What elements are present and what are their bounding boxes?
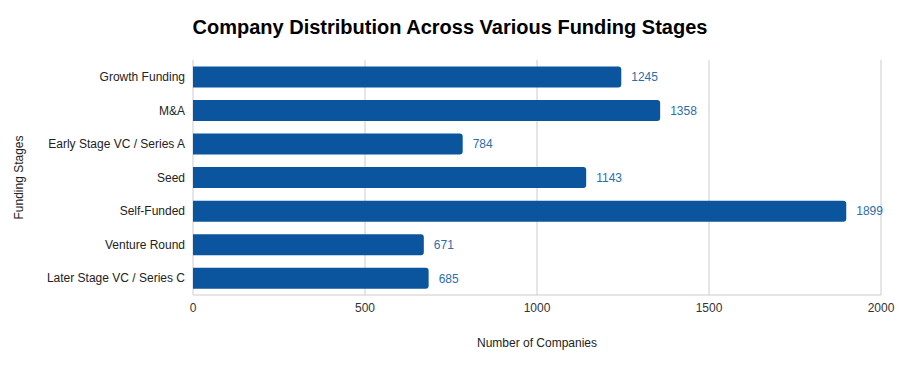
svg-text:685: 685 bbox=[439, 272, 459, 286]
svg-text:784: 784 bbox=[473, 137, 493, 151]
svg-text:Venture Round: Venture Round bbox=[105, 238, 185, 252]
svg-text:1000: 1000 bbox=[524, 301, 551, 315]
svg-text:Later Stage VC / Series C: Later Stage VC / Series C bbox=[47, 271, 185, 285]
svg-text:Seed: Seed bbox=[157, 171, 185, 185]
svg-text:500: 500 bbox=[355, 301, 375, 315]
svg-text:Number of Companies: Number of Companies bbox=[477, 336, 597, 350]
svg-text:Early Stage VC / Series A: Early Stage VC / Series A bbox=[48, 137, 185, 151]
html-text:Company Distribution Across Va: Company Distribution Across Various Fund… bbox=[192, 16, 708, 38]
svg-text:671: 671 bbox=[434, 238, 454, 252]
svg-text:Funding Stages: Funding Stages bbox=[12, 135, 26, 219]
svg-text:Self-Funded: Self-Funded bbox=[120, 204, 185, 218]
svg-text:1358: 1358 bbox=[670, 104, 697, 118]
svg-text:1245: 1245 bbox=[631, 70, 658, 84]
svg-text:1143: 1143 bbox=[596, 171, 622, 185]
svg-text:M&A: M&A bbox=[159, 104, 185, 118]
svg-text:Growth Funding: Growth Funding bbox=[100, 70, 185, 84]
svg-text:0: 0 bbox=[190, 301, 197, 315]
svg-text:2000: 2000 bbox=[868, 301, 892, 315]
svg-text:1899: 1899 bbox=[856, 204, 883, 218]
svg-text:1500: 1500 bbox=[696, 301, 723, 315]
